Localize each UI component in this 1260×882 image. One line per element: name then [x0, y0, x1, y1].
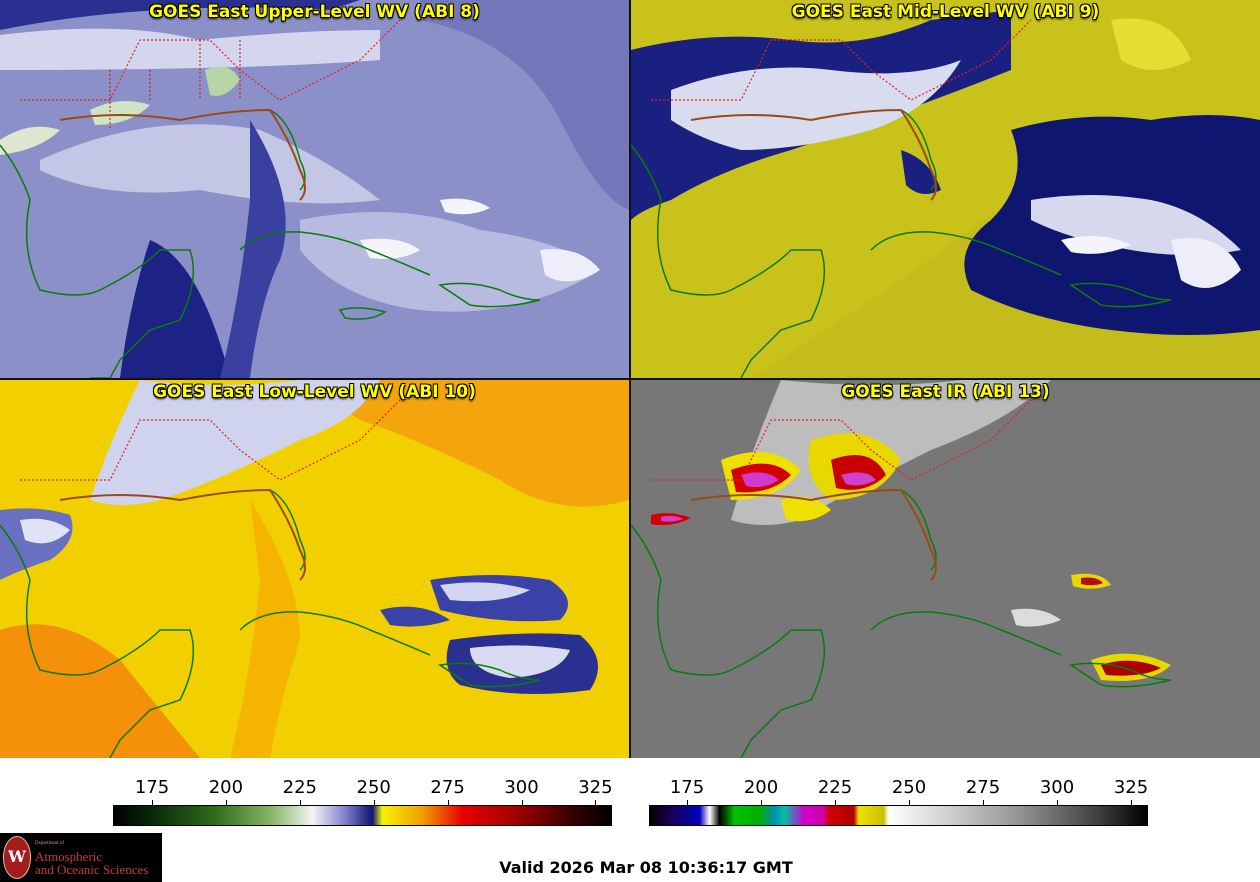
colorbar-tick-mark — [447, 800, 449, 805]
colorbar-tick-mark — [761, 800, 762, 805]
colorbar-tick-mark — [521, 800, 523, 805]
ir-panel: GOES East IR (ABI 13) — [631, 380, 1260, 758]
colorbar-tick-label: 300 — [504, 777, 539, 798]
colorbar-tick-mark — [299, 800, 301, 805]
mid-level-wv-image — [631, 0, 1260, 378]
valid-time: Valid 2026 Mar 08 10:36:17 GMT — [499, 858, 793, 877]
colorbar-tick-label: 275 — [965, 777, 1001, 798]
colorbar-tick-label: 200 — [743, 777, 779, 798]
colorbar-tick-mark — [835, 800, 836, 805]
logo-department: Department of — [35, 841, 65, 846]
colorbar-tick-mark — [909, 800, 910, 805]
colorbar-tick-label: 300 — [1039, 777, 1075, 798]
upper-level-wv-panel: GOES East Upper-Level WV (ABI 8) — [0, 0, 629, 378]
colorbar-tick-mark — [373, 800, 375, 805]
low-level-wv-panel: GOES East Low-Level WV (ABI 10) — [0, 380, 629, 758]
uw-seal-icon: W — [3, 836, 31, 879]
colorbar-tick-label: 250 — [356, 777, 391, 798]
colorbar-tick-mark — [1057, 800, 1058, 805]
panel-title: GOES East IR (ABI 13) — [841, 382, 1050, 402]
colorbar-tick-label: 325 — [578, 777, 613, 798]
colorbar-tick-mark — [152, 800, 153, 805]
colorbar-tick-label: 275 — [430, 777, 465, 798]
colorbar-tick-mark — [687, 800, 688, 805]
colorbar-tick-label: 175 — [669, 777, 705, 798]
colorbar-tick-label: 200 — [208, 777, 244, 798]
mid-level-wv-panel: GOES East Mid-Level WV (ABI 9) — [631, 0, 1260, 378]
colorbar-tick-label: 250 — [891, 777, 927, 798]
colorbar-tick-mark — [983, 800, 984, 805]
ir-colorbar — [649, 805, 1148, 826]
colorbar-tick-mark — [225, 800, 227, 805]
logo-line1: Atmospheric — [35, 849, 103, 864]
ir-image — [631, 380, 1260, 758]
wv-colorbar — [113, 805, 612, 826]
colorbar-tick-label: 225 — [817, 777, 853, 798]
colorbar-tick-mark — [595, 800, 597, 805]
panel-title: GOES East Low-Level WV (ABI 10) — [153, 382, 476, 402]
low-level-wv-image — [0, 380, 629, 758]
logo-line2: and Oceanic Sciences — [35, 862, 149, 877]
colorbar-tick-label: 225 — [282, 777, 317, 798]
aos-logo: W Department of Atmospheric and Oceanic … — [0, 833, 162, 882]
colorbar-tick-mark — [1131, 800, 1132, 805]
panel-divider-horizontal — [0, 378, 1260, 380]
colorbar-tick-label: 175 — [134, 777, 170, 798]
colorbar-tick-label: 325 — [1113, 777, 1149, 798]
panel-title: GOES East Mid-Level WV (ABI 9) — [791, 2, 1100, 22]
upper-level-wv-image — [0, 0, 629, 378]
panel-title: GOES East Upper-Level WV (ABI 8) — [149, 2, 480, 22]
